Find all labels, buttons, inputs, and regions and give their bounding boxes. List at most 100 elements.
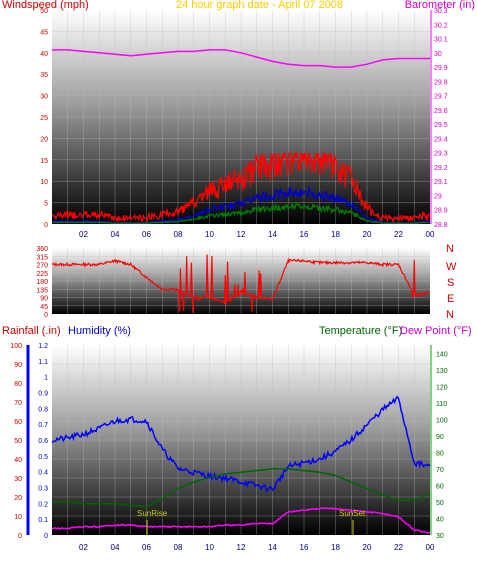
wind-y-tick: 40 (40, 51, 48, 58)
baro-y-tick: 28.9 (434, 208, 448, 215)
wind-direction-line (51, 254, 430, 313)
dewpoint-line (51, 507, 431, 534)
humidity-y-tick: 70 (14, 400, 22, 407)
direction-y-tick: 270 (36, 263, 48, 270)
humidity-y-tick: 60 (14, 419, 22, 426)
x-tick-label: 00 (426, 543, 435, 552)
temp-y-tick: 40 (436, 516, 444, 523)
baro-y-tick: 29.7 (434, 94, 448, 101)
x-tick-label: 20 (363, 543, 372, 552)
x-tick-label: 12 (237, 543, 246, 552)
x-tick-label: 18 (331, 543, 340, 552)
humidity-y-tick: 80 (14, 381, 22, 388)
rainfall-axis-title: Rainfall (.in) (2, 325, 61, 337)
humidity-y-tick: 30 (14, 476, 22, 483)
baro-y-tick: 30.2 (434, 22, 448, 29)
humidity-axis-title: Humidity (%) (68, 325, 131, 337)
baro-y-tick: 29.5 (434, 122, 448, 129)
humidity-line (51, 395, 431, 492)
rain-y-tick: 0.9 (38, 391, 48, 398)
wind-y-tick: 15 (40, 158, 48, 165)
x-tick-label: 20 (363, 230, 372, 239)
humidity-y-tick: 10 (14, 514, 22, 521)
temp-y-tick: 60 (436, 483, 444, 490)
humidity-y-tick: 100 (10, 343, 22, 350)
temp-y-tick: 70 (436, 467, 444, 474)
humidity-y-tick: 90 (14, 362, 22, 369)
wind-y-tick: 10 (40, 179, 48, 186)
x-tick-label: 22 (394, 230, 403, 239)
dewpoint-axis-title: Dew Point (°F) (400, 325, 472, 337)
rain-y-tick: 0.3 (38, 486, 48, 493)
direction-letter-e: E (447, 293, 454, 305)
temp-y-tick: 80 (436, 450, 444, 457)
x-tick-label: 06 (142, 230, 151, 239)
x-tick-label: 12 (237, 230, 246, 239)
baro-y-tick: 29.1 (434, 179, 448, 186)
wind-y-tick: 35 (40, 72, 48, 79)
temp-y-tick: 50 (436, 500, 444, 507)
temp-y-tick: 140 (436, 351, 448, 358)
direction-y-tick: 225 (36, 271, 48, 278)
sunrise-label: SunRise (137, 509, 168, 518)
x-tick-label: 02 (79, 543, 88, 552)
baro-y-tick: 29 (434, 193, 442, 200)
x-tick-label: 16 (300, 230, 309, 239)
baro-y-tick: 29.6 (434, 108, 448, 115)
baro-y-tick: 29.3 (434, 151, 448, 158)
rain-y-tick: 1.1 (38, 359, 48, 366)
rain-y-tick: 0.7 (38, 422, 48, 429)
direction-y-tick: 90 (40, 296, 48, 303)
rain-y-tick: 1 (44, 375, 48, 382)
humidity-y-tick: 40 (14, 457, 22, 464)
x-tick-label: 02 (79, 230, 88, 239)
windspeed-avg-line (51, 185, 430, 224)
x-tick-label: 22 (394, 543, 403, 552)
direction-y-tick: 45 (40, 304, 48, 311)
rain-y-tick: 0.6 (38, 438, 48, 445)
axes: 0510152025303540455028.828.92929.129.229… (10, 8, 447, 552)
direction-y-tick: 0 (44, 312, 48, 319)
temp-y-tick: 90 (436, 434, 444, 441)
humidity-y-tick: 50 (14, 438, 22, 445)
barometer-line (52, 49, 430, 68)
direction-letter-n-bottom: N (446, 309, 454, 321)
temp-y-tick: 130 (436, 368, 448, 375)
x-tick-label: 06 (142, 543, 151, 552)
humidity-y-tick: 0 (18, 533, 22, 540)
direction-y-tick: 360 (36, 246, 48, 253)
x-tick-label: 04 (111, 230, 120, 239)
rain-y-tick: 0.5 (38, 454, 48, 461)
rain-y-tick: 1.2 (38, 343, 48, 350)
x-tick-label: 14 (268, 543, 277, 552)
temp-y-tick: 100 (436, 417, 448, 424)
direction-letter-s: S (447, 277, 454, 289)
rain-y-tick: 0.1 (38, 517, 48, 524)
wind-y-tick: 50 (40, 8, 48, 15)
wind-y-tick: 30 (40, 94, 48, 101)
x-tick-label: 04 (111, 543, 120, 552)
windspeed-gust-line (51, 151, 430, 224)
baro-y-tick: 29.9 (434, 65, 448, 72)
temperature-line (52, 468, 431, 508)
barometer-axis-title: Barometer (in) (405, 0, 475, 11)
baro-y-tick: 29.8 (434, 79, 448, 86)
chart-title: 24 hour graph date - April 07 2008 (176, 0, 343, 11)
direction-y-tick: 135 (36, 287, 48, 294)
sunset-label: SunSet (339, 509, 366, 518)
baro-y-tick: 29.4 (434, 136, 448, 143)
baro-y-tick: 30 (434, 51, 442, 58)
x-tick-label: 08 (174, 230, 183, 239)
wind-y-tick: 25 (40, 115, 48, 122)
wind-y-tick: 45 (40, 29, 48, 36)
rain-y-tick: 0 (44, 533, 48, 540)
temp-y-tick: 110 (436, 401, 447, 408)
x-tick-label: 10 (205, 230, 214, 239)
baro-y-tick: 30.3 (434, 8, 448, 15)
direction-y-tick: 315 (36, 254, 48, 261)
temperature-axis-title: Temperature (°F) (319, 325, 402, 337)
rain-y-tick: 0.2 (38, 501, 48, 508)
wind-y-tick: 20 (40, 136, 48, 143)
direction-letter-n-top: N (446, 243, 454, 255)
